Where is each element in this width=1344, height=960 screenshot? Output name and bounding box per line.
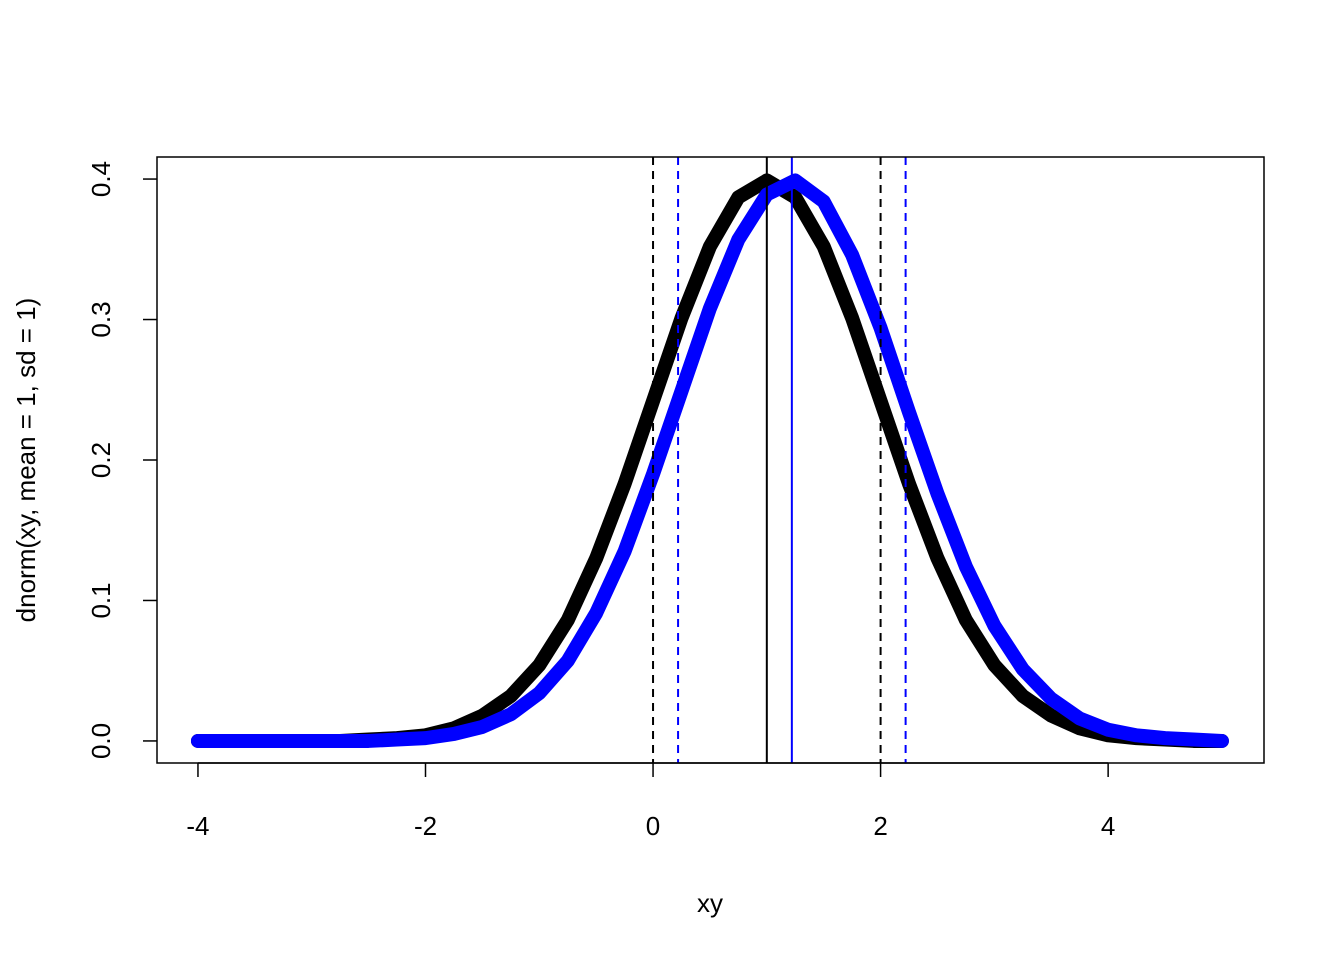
y-tick-label: 0.0	[86, 723, 116, 759]
y-tick-label: 0.4	[86, 161, 116, 197]
y-axis-label: dnorm(xy, mean = 1, sd = 1)	[11, 298, 41, 623]
x-tick-label: 4	[1101, 811, 1115, 841]
plot-frame	[156, 156, 1265, 764]
x-axis-label: xy	[697, 888, 723, 918]
x-tick-label: -4	[186, 811, 209, 841]
y-tick-label: 0.1	[86, 582, 116, 618]
x-tick-label: 0	[646, 811, 660, 841]
density-curve	[190, 173, 1229, 748]
y-tick-label: 0.2	[86, 442, 116, 478]
x-tick-label: 2	[873, 811, 887, 841]
density-curve	[190, 173, 1229, 748]
x-tick-label: -2	[414, 811, 437, 841]
y-tick-label: 0.3	[86, 301, 116, 337]
